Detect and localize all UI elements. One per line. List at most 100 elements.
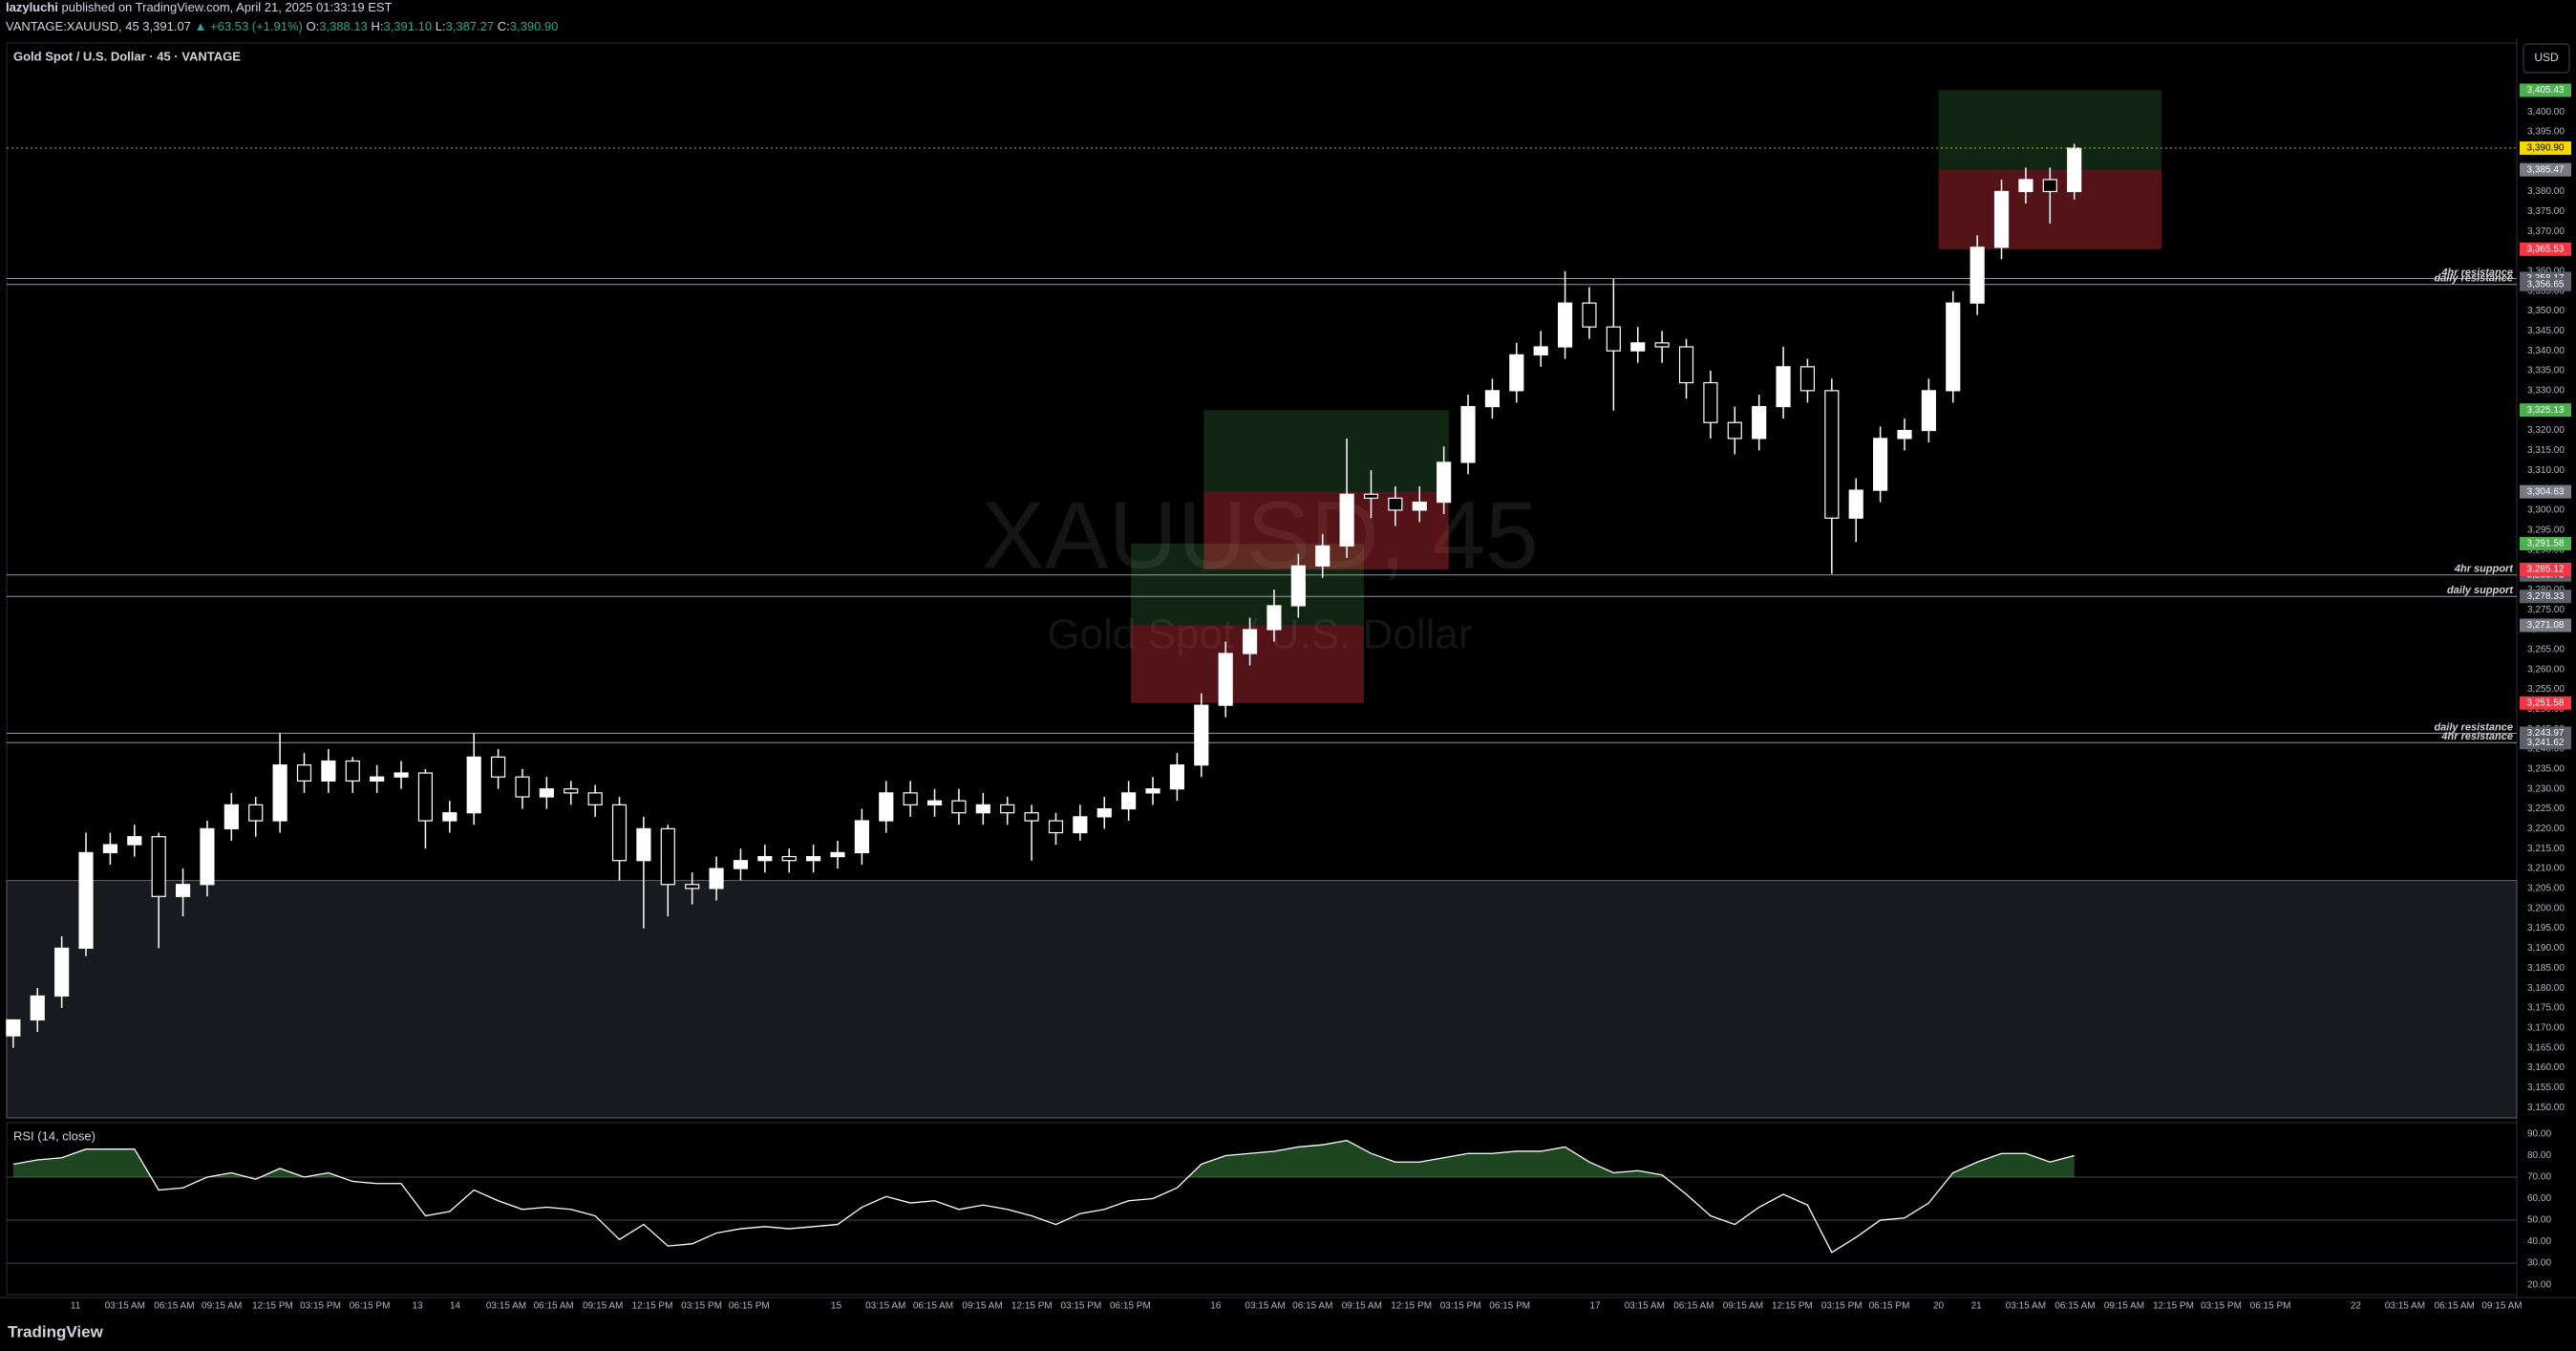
price-tag-label: 3,390.90 (2527, 143, 2565, 154)
candle-body (879, 792, 894, 822)
level-label: 4hr support (2454, 564, 2514, 575)
y-tick-label: 3,225.00 (2527, 804, 2565, 814)
price-tag (2520, 403, 2571, 418)
currency[interactable]: USD (2534, 51, 2559, 64)
candle-body (1267, 605, 1282, 631)
x-tick-label: 14 (450, 1301, 461, 1312)
candle-body (30, 995, 45, 1021)
candle-body (6, 1019, 21, 1037)
candle-body (1000, 804, 1015, 814)
candle-body (127, 836, 142, 846)
candle-body (1678, 346, 1694, 384)
price-tag-label: 3,243.97 (2527, 728, 2565, 739)
candle-body (442, 812, 458, 822)
candle-body (830, 851, 845, 858)
y-tick-label: 3,395.00 (2527, 127, 2565, 138)
rsi-tick-label: 30.00 (2527, 1258, 2551, 1269)
x-tick-label: 06:15 AM (2054, 1301, 2095, 1312)
price-tag (2520, 590, 2571, 604)
candle-body (1654, 342, 1670, 348)
candle-body (491, 756, 506, 778)
candle-body (1606, 326, 1621, 352)
candle-body (370, 776, 385, 782)
x-tick-label: 06:15 AM (1292, 1301, 1332, 1312)
y-tick-label: 3,275.00 (2527, 605, 2565, 615)
candle-body (1873, 438, 1888, 491)
candle-body (709, 868, 724, 890)
x-tick-label: 03:15 PM (1821, 1301, 1863, 1312)
candle-body (151, 836, 166, 897)
candle-body (466, 756, 481, 814)
y-tick-label: 3,220.00 (2527, 824, 2565, 834)
y-tick-label: 3,310.00 (2527, 465, 2565, 476)
candle-body (1921, 390, 1936, 432)
rsi-tick-label: 70.00 (2527, 1172, 2551, 1183)
y-tick-label: 3,160.00 (2527, 1062, 2565, 1073)
y-tick-label: 3,190.00 (2527, 943, 2565, 954)
ohlc-key: L: (436, 19, 446, 33)
rsi-tick-label: 20.00 (2527, 1279, 2551, 1290)
candle-body (587, 792, 603, 805)
price-tag-label: 3,325.13 (2527, 405, 2565, 416)
profit-zone (1938, 90, 2162, 170)
candle-body (321, 760, 336, 782)
x-tick-label: 16 (1210, 1301, 1222, 1312)
candle-body (1194, 704, 1209, 766)
y-tick-label: 3,320.00 (2527, 425, 2565, 436)
candle-body (1388, 497, 1403, 511)
price-tag-label: 3,385.47 (2527, 164, 2565, 175)
candle-body (200, 827, 215, 886)
candle-body (54, 947, 70, 997)
ohlc-value: 3,387.27 (446, 19, 495, 33)
x-tick-label: 03:15 PM (300, 1301, 341, 1312)
brand[interactable]: TradingView (8, 1322, 104, 1340)
candle-body (1145, 788, 1160, 794)
ohlc-value: 3,388.13 (319, 19, 368, 33)
price-tag (2520, 141, 2571, 156)
profit-zone (1203, 410, 1449, 492)
candle-body (515, 776, 530, 798)
y-tick-label: 3,335.00 (2527, 366, 2565, 376)
y-tick-label: 3,345.00 (2527, 326, 2565, 336)
x-tick-label: 06:15 AM (1673, 1301, 1714, 1312)
candle-body (1558, 302, 1573, 348)
y-tick-label: 3,380.00 (2527, 186, 2565, 197)
price-tag-label: 3,356.65 (2527, 279, 2565, 290)
y-tick-label: 3,200.00 (2527, 903, 2565, 913)
x-tick-label: 06:15 PM (2250, 1301, 2291, 1312)
ohlc-key: H: (371, 19, 383, 33)
x-tick-label: 03:15 AM (105, 1301, 145, 1312)
candle-body (1096, 807, 1112, 818)
ohlc-value: 3,391.10 (383, 19, 432, 33)
candle-body (951, 800, 967, 814)
y-tick-label: 3,350.00 (2527, 306, 2565, 316)
candle-body (1752, 405, 1767, 440)
y-tick-label: 3,370.00 (2527, 226, 2565, 237)
x-tick-label: 03:15 PM (681, 1301, 722, 1312)
candle-body (102, 844, 117, 853)
x-tick-label: 12:15 PM (1011, 1301, 1053, 1312)
rsi-overbought-fill (12, 1140, 2075, 1177)
candle-body (903, 792, 918, 805)
currency-button[interactable] (2523, 43, 2570, 74)
y-tick-label: 3,295.00 (2527, 525, 2565, 535)
candle-body (1824, 390, 1840, 519)
x-tick-label: 06:15 AM (154, 1301, 194, 1312)
price-tag-label: 3,405.43 (2527, 85, 2565, 96)
candle-body (611, 804, 628, 862)
y-tick-label: 3,340.00 (2527, 346, 2565, 356)
candle-body (1533, 346, 1548, 355)
candle-body (1897, 429, 1912, 440)
x-tick-label: 11 (71, 1301, 81, 1312)
candle-body (78, 851, 94, 950)
x-tick-label: 03:15 AM (2385, 1301, 2425, 1312)
y-tick-label: 3,360.00 (2527, 266, 2565, 276)
x-tick-label: 09:15 AM (1342, 1301, 1382, 1312)
candle-body (1946, 302, 1961, 392)
candle-body (1339, 493, 1354, 547)
level-label: 4hr resistance (2440, 731, 2513, 742)
x-tick-label: 03:15 AM (486, 1301, 526, 1312)
